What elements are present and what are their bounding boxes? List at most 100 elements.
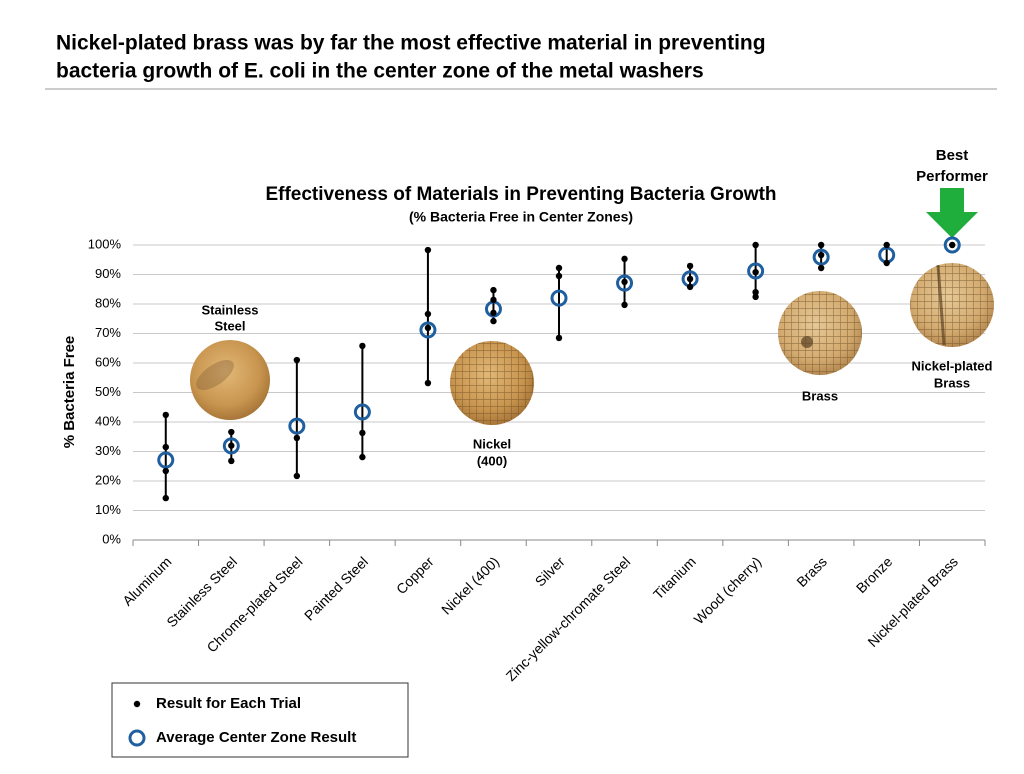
annotation: Steel (214, 318, 245, 333)
trial-dot (949, 241, 956, 249)
slide-title: Nickel-plated brass was by far the most … (56, 32, 766, 55)
best-arrow (926, 188, 978, 238)
trial-dot (490, 286, 497, 294)
y-tick-label: 70% (95, 325, 121, 340)
trial-dot (293, 472, 301, 480)
trial-dot (817, 264, 825, 272)
trial-dot (555, 272, 563, 280)
annotation: Brass (802, 388, 838, 403)
average-marker (419, 321, 437, 339)
trial-dot (883, 259, 890, 267)
trial-dot (162, 411, 169, 419)
trial-dot (752, 241, 759, 249)
trial-dot (228, 442, 235, 449)
trial-dot (228, 428, 235, 436)
trial-dot (752, 293, 759, 301)
trial-dot (424, 324, 432, 332)
trial-dot (293, 356, 301, 364)
average-marker (353, 403, 371, 421)
annotation: Brass (934, 375, 970, 390)
trial-dot (162, 467, 169, 475)
annotation: Stainless (201, 302, 258, 317)
trial-dot (228, 457, 235, 465)
photo-detail (196, 359, 234, 391)
legend-swatch (133, 700, 141, 708)
average-marker (222, 437, 240, 455)
x-tick-label: Titanium (650, 553, 699, 602)
trial-dot (621, 278, 628, 286)
photos (190, 263, 994, 425)
average-marker (747, 262, 765, 280)
trial-dot (424, 246, 432, 254)
trial-dot (817, 251, 825, 259)
average-marker (550, 289, 568, 307)
marks (157, 236, 961, 502)
y-tick-label: 20% (95, 472, 121, 487)
trial-dot (752, 289, 759, 296)
trial-dot (555, 334, 563, 342)
y-tick-label: 30% (95, 443, 121, 458)
y-tick-label: 50% (95, 384, 121, 399)
x-tick-label: Bronze (853, 553, 896, 596)
y-tick-label: 10% (95, 502, 121, 517)
trial-dot (162, 443, 169, 451)
legend-label: Result for Each Trial (156, 695, 301, 712)
photo-detail (801, 336, 813, 348)
annotation: Best (936, 147, 969, 164)
slide-title: bacteria growth of E. coli in the center… (56, 60, 704, 83)
annotation: Nickel-plated (912, 358, 993, 373)
x-tick-label: Copper (393, 553, 437, 597)
trial-dot (883, 241, 890, 249)
trial-dot (359, 453, 366, 461)
trial-dot (490, 309, 497, 317)
photo-mesh (910, 263, 994, 347)
trial-dot (621, 255, 628, 263)
y-tick-label: 40% (95, 413, 121, 428)
trial-dot (359, 429, 366, 437)
trial-dot (490, 296, 497, 304)
photo-stainless (190, 340, 270, 420)
average-marker (616, 274, 634, 292)
trial-dot (490, 317, 497, 325)
legend-swatch (128, 729, 146, 747)
annotation: Performer (916, 168, 988, 185)
y-tick-label: 80% (95, 295, 121, 310)
y-tick-label: 100% (88, 236, 122, 251)
y-axis-label: % Bacteria Free (61, 336, 78, 449)
x-tick-label: Brass (793, 553, 830, 590)
y-tick-label: 90% (95, 266, 121, 281)
average-marker (288, 417, 306, 435)
x-tick-label: Wood (cherry) (691, 553, 765, 627)
average-marker (812, 248, 830, 266)
chart-title: Effectiveness of Materials in Preventing… (265, 184, 776, 205)
trial-dot (686, 262, 694, 270)
trial-dot (686, 275, 694, 283)
trial-dot (424, 379, 432, 387)
trial-dot (293, 434, 301, 442)
trial-dot (359, 342, 366, 350)
legend-box (111, 682, 409, 758)
trial-dot (162, 494, 169, 502)
y-tick-label: 0% (102, 531, 121, 546)
trial-dot (621, 301, 628, 309)
trial-dot (817, 241, 825, 249)
average-marker (943, 236, 961, 254)
trial-dot (752, 268, 759, 276)
x-tick-label: Painted Steel (301, 553, 371, 623)
x-tick-label: Aluminum (119, 553, 174, 608)
annotation: (400) (477, 453, 507, 468)
x-tick-label: Nickel (400) (438, 553, 502, 617)
trial-dot (424, 310, 432, 318)
chart-subtitle: (% Bacteria Free in Center Zones) (409, 209, 633, 225)
annotation: Nickel (473, 436, 511, 451)
x-tick-label: Zinc-yellow-chromate Steel (503, 553, 634, 684)
average-marker (157, 451, 175, 469)
x-tick-label: Silver (532, 553, 568, 589)
legend-label: Average Center Zone Result (156, 729, 356, 746)
photo-mesh (450, 341, 534, 425)
photo-mesh (778, 291, 862, 375)
trial-dot (555, 264, 563, 272)
trial-dot (686, 283, 694, 291)
y-tick-label: 60% (95, 354, 121, 369)
